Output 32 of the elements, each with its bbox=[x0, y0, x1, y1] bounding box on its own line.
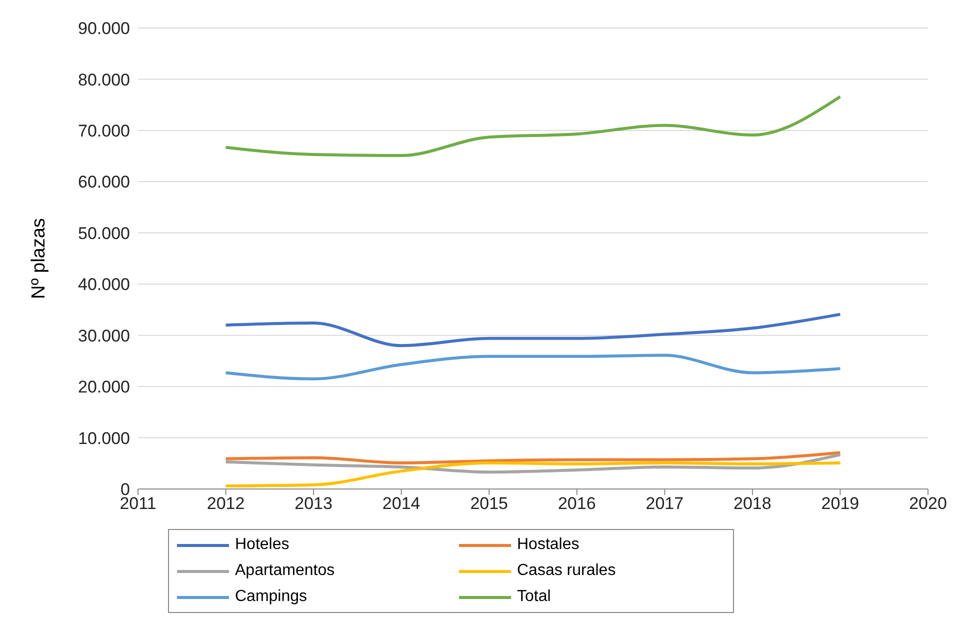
y-tick-label: 20.000 bbox=[78, 378, 130, 397]
x-tick-label: 2020 bbox=[909, 494, 947, 514]
line-series bbox=[224, 461, 842, 488]
line-series bbox=[224, 312, 842, 348]
x-tick-label: 2017 bbox=[646, 494, 684, 514]
y-axis-title: Nº plazas bbox=[28, 218, 50, 299]
x-tick-label: 2013 bbox=[294, 494, 332, 514]
y-tick-label: 70.000 bbox=[78, 121, 130, 140]
y-tick-label: 50.000 bbox=[78, 224, 130, 243]
x-tick-label: 2018 bbox=[734, 494, 772, 514]
legend-label: Hoteles bbox=[235, 536, 290, 554]
x-tick-label: 2016 bbox=[558, 494, 596, 514]
line-series bbox=[224, 354, 842, 380]
x-tick-label: 2015 bbox=[470, 494, 508, 514]
x-tick-label: 2011 bbox=[120, 494, 156, 514]
legend-label: Casas rurales bbox=[517, 562, 616, 580]
line-series bbox=[224, 95, 842, 158]
legend-label: Apartamentos bbox=[235, 562, 335, 580]
legend-label: Total bbox=[517, 588, 551, 606]
line-series bbox=[224, 451, 842, 464]
legend-label: Campings bbox=[235, 588, 308, 606]
y-tick-label: 90.000 bbox=[78, 19, 130, 38]
y-tick-label: 10.000 bbox=[78, 428, 130, 448]
y-tick-label: 60.000 bbox=[78, 172, 130, 192]
y-tick-label: 40.000 bbox=[78, 275, 130, 294]
y-tick-label: 30.000 bbox=[78, 326, 130, 346]
legend-label: Hostales bbox=[517, 536, 580, 554]
y-tick-label: 80.000 bbox=[78, 70, 130, 90]
x-tick-label: 2019 bbox=[821, 494, 860, 514]
line-series bbox=[224, 453, 842, 474]
x-tick-label: 2014 bbox=[382, 494, 420, 514]
x-tick-label: 2012 bbox=[206, 494, 245, 514]
